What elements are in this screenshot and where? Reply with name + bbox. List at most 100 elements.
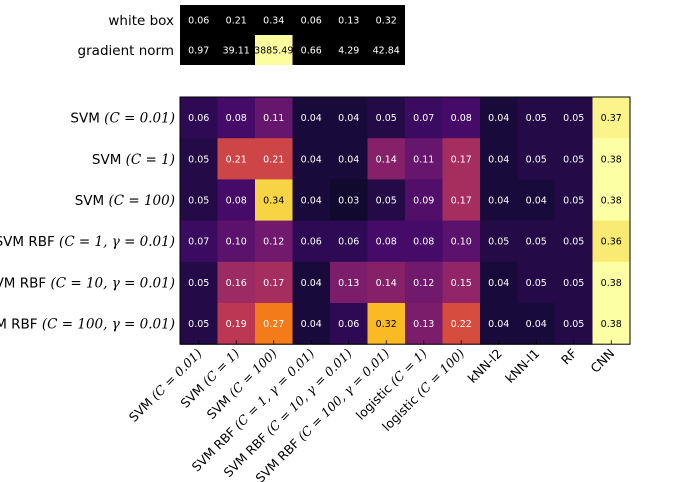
heatmap-cell-value: 0.37 bbox=[601, 113, 622, 124]
heatmap-cell-value: 0.05 bbox=[188, 196, 209, 207]
top-table-cell-value: 4.29 bbox=[338, 46, 359, 57]
heatmap-cell-value: 0.05 bbox=[526, 278, 547, 289]
heatmap-cell-value: 0.13 bbox=[338, 278, 359, 289]
x-tick-label: kNN-l1 bbox=[502, 346, 542, 386]
top-table-cell-value: 39.11 bbox=[223, 46, 250, 57]
heatmap-cell bbox=[292, 97, 331, 139]
heatmap-cell-value: 0.08 bbox=[376, 237, 397, 248]
top-table-cell-value: 0.06 bbox=[188, 16, 209, 27]
heatmap-cell-value: 0.14 bbox=[376, 154, 397, 165]
heatmap-cell bbox=[480, 261, 518, 304]
heatmap-cell bbox=[517, 97, 556, 139]
heatmap-cell-value: 0.04 bbox=[488, 154, 509, 165]
heatmap-cell-value: 0.05 bbox=[526, 154, 547, 165]
heatmap-cell bbox=[255, 138, 293, 180]
heatmap-cell bbox=[405, 220, 443, 263]
heatmap-cell bbox=[367, 261, 406, 304]
heatmap-cell-value: 0.14 bbox=[376, 278, 397, 289]
heatmap-cell-value: 0.36 bbox=[601, 237, 622, 248]
top-table-cell-value: 0.06 bbox=[301, 16, 322, 27]
heatmap-cell bbox=[217, 303, 256, 345]
heatmap-cell-value: 0.07 bbox=[188, 237, 209, 248]
heatmap-cell-value: 0.38 bbox=[601, 319, 622, 330]
heatmap-cell-value: 0.04 bbox=[301, 154, 322, 165]
heatmap-cell bbox=[180, 138, 218, 180]
heatmap-cell bbox=[480, 138, 518, 180]
top-heatmap-table: white box 0.06 0.21 0.34 0.06 0.13 0.32 gradien… bbox=[78, 5, 405, 65]
heatmap-cell-value: 0.22 bbox=[451, 319, 472, 330]
heatmap-cell-value: 0.05 bbox=[563, 196, 584, 207]
heatmap-cell bbox=[555, 261, 593, 304]
heatmap-cell bbox=[405, 261, 443, 304]
heatmap-cell bbox=[330, 179, 368, 222]
heatmap-row-label: SVM (C = 100) bbox=[75, 193, 175, 209]
heatmap-row-label: SVM RBF (C = 1, γ = 0.01) bbox=[0, 234, 175, 250]
heatmap-cell-value: 0.16 bbox=[226, 278, 247, 289]
heatmap-cell bbox=[555, 97, 593, 139]
top-table-cell-value: 0.13 bbox=[338, 16, 359, 27]
heatmap-cell bbox=[180, 261, 218, 304]
heatmap-cell bbox=[592, 303, 631, 345]
heatmap-cell-value: 0.06 bbox=[338, 237, 359, 248]
top-table-cell-value: 0.66 bbox=[301, 46, 322, 57]
heatmap-cell bbox=[367, 138, 406, 180]
heatmap-row-label: SVM (C = 0.01) bbox=[70, 111, 175, 127]
heatmap-cell bbox=[405, 303, 443, 345]
heatmap-cell bbox=[217, 220, 256, 263]
heatmap-cell-value: 0.11 bbox=[413, 154, 434, 165]
heatmap-row-label: SVM RBF (C = 100, γ = 0.01) bbox=[0, 317, 175, 333]
heatmap-cell-value: 0.04 bbox=[301, 113, 322, 124]
top-table-cell-value: 0.21 bbox=[226, 16, 247, 27]
heatmap-cell bbox=[292, 179, 331, 222]
heatmap-cell bbox=[480, 179, 518, 222]
heatmap-cell-value: 0.04 bbox=[526, 196, 547, 207]
heatmap-cell-value: 0.04 bbox=[301, 278, 322, 289]
heatmap-cell bbox=[217, 179, 256, 222]
heatmap-cell bbox=[405, 179, 443, 222]
heatmap-cell bbox=[442, 261, 481, 304]
heatmap-cell-value: 0.05 bbox=[376, 196, 397, 207]
heatmap-cell-value: 0.05 bbox=[563, 113, 584, 124]
heatmap-cell bbox=[180, 97, 218, 139]
heatmap-cell-value: 0.19 bbox=[226, 319, 247, 330]
heatmap-cell-value: 0.32 bbox=[376, 319, 397, 330]
x-tick-label: kNN-l2 bbox=[465, 346, 505, 386]
heatmap-cell-value: 0.08 bbox=[226, 113, 247, 124]
heatmap-cell-value: 0.06 bbox=[301, 237, 322, 248]
top-table-cell-value: 0.97 bbox=[188, 46, 209, 57]
heatmap-cell bbox=[442, 138, 481, 180]
heatmap-cell-value: 0.10 bbox=[226, 237, 247, 248]
heatmap-cell bbox=[442, 220, 481, 263]
heatmap-cell-value: 0.05 bbox=[563, 278, 584, 289]
heatmap-cell bbox=[555, 303, 593, 345]
heatmap-cell bbox=[592, 220, 631, 263]
heatmap-cell bbox=[480, 303, 518, 345]
heatmap-row-label: SVM (C = 1) bbox=[92, 152, 175, 168]
heatmap-cell-value: 0.04 bbox=[488, 278, 509, 289]
heatmap-cell bbox=[367, 179, 406, 222]
heatmap-cell-value: 0.34 bbox=[263, 196, 284, 207]
heatmap-cell-value: 0.05 bbox=[188, 154, 209, 165]
heatmap-cell-value: 0.09 bbox=[413, 196, 434, 207]
x-tick-label: RF bbox=[558, 346, 580, 368]
heatmap-cell bbox=[292, 220, 331, 263]
heatmap-cell-value: 0.05 bbox=[526, 113, 547, 124]
heatmap-cell-value: 0.04 bbox=[488, 113, 509, 124]
top-table-cell-value: 3885.49 bbox=[254, 46, 293, 57]
top-table-cell-value: 0.32 bbox=[376, 16, 397, 27]
heatmap-cell-value: 0.12 bbox=[263, 237, 284, 248]
heatmap-cell-value: 0.11 bbox=[263, 113, 284, 124]
heatmap-cell bbox=[255, 261, 293, 304]
heatmap-cell-value: 0.04 bbox=[488, 319, 509, 330]
heatmap-cell bbox=[292, 261, 331, 304]
heatmap-cell-value: 0.08 bbox=[413, 237, 434, 248]
heatmap-cell bbox=[367, 220, 406, 263]
heatmap-cell bbox=[555, 220, 593, 263]
heatmap-frame bbox=[179, 96, 631, 345]
heatmap-cell bbox=[217, 138, 256, 180]
heatmap-cell bbox=[592, 97, 631, 139]
heatmap-cell-value: 0.17 bbox=[263, 278, 284, 289]
heatmap-cell bbox=[517, 220, 556, 263]
top-table-cell-value: 0.34 bbox=[263, 16, 284, 27]
